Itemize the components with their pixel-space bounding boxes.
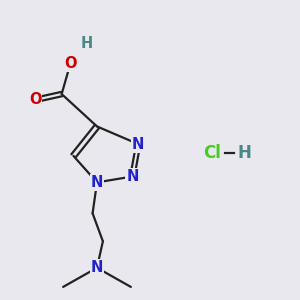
Text: Cl: Cl	[203, 144, 221, 162]
Text: H: H	[237, 144, 251, 162]
Text: N: N	[91, 260, 103, 275]
Text: H: H	[81, 37, 93, 52]
Text: N: N	[126, 169, 139, 184]
Text: N: N	[132, 136, 144, 152]
Text: N: N	[91, 175, 103, 190]
Text: O: O	[64, 56, 77, 70]
Text: O: O	[29, 92, 41, 107]
